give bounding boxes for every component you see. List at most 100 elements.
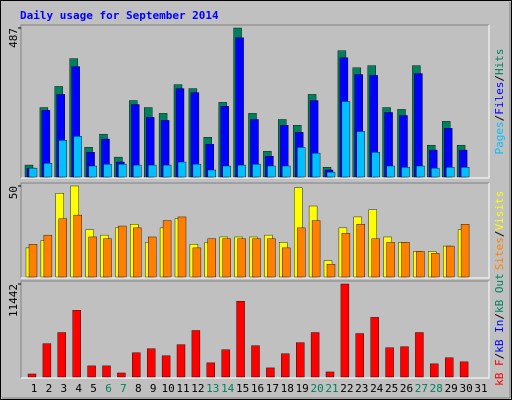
bar	[102, 365, 111, 378]
x-tick-label: 3	[60, 382, 67, 395]
bar	[118, 163, 127, 178]
bar	[281, 353, 290, 378]
bar	[236, 300, 245, 378]
bar	[221, 349, 230, 378]
bar	[415, 332, 424, 378]
bar	[267, 238, 276, 278]
x-tick-label: 28	[430, 382, 443, 395]
bar	[326, 264, 336, 278]
bar	[28, 167, 38, 178]
x-tick-label: 19	[296, 382, 309, 395]
bar	[401, 167, 410, 178]
x-tick-label: 25	[385, 382, 398, 395]
bar	[88, 165, 97, 178]
legend-entry: kB Out	[493, 273, 506, 313]
x-tick-label: 5	[90, 382, 97, 395]
legend-entry: Pages	[493, 121, 506, 154]
bar	[252, 238, 261, 278]
legend-separator: /	[493, 115, 506, 122]
x-tick-label: 22	[340, 382, 353, 395]
bar	[133, 227, 142, 278]
bar	[386, 165, 395, 178]
x-tick-label: 6	[105, 382, 112, 395]
bar	[311, 152, 321, 178]
bar	[57, 332, 66, 378]
x-tick-label: 17	[266, 382, 279, 395]
x-tick-label: 18	[281, 382, 294, 395]
x-tick-label: 27	[415, 382, 428, 395]
bar	[341, 233, 351, 278]
x-tick-label: 24	[370, 382, 384, 395]
bar	[431, 253, 440, 278]
bar	[235, 37, 244, 178]
bar	[42, 343, 52, 378]
bar	[43, 234, 53, 278]
bar	[147, 164, 157, 178]
legend-entry: kB F	[493, 359, 506, 386]
bar	[311, 220, 321, 278]
y-tick-label: 11442	[7, 284, 20, 317]
legend: Sites/Visits	[493, 191, 506, 271]
bar	[58, 140, 67, 178]
bar	[117, 372, 126, 378]
bar	[385, 347, 394, 378]
x-tick-label: 26	[400, 382, 413, 395]
bar	[310, 332, 320, 378]
bar	[446, 245, 455, 278]
bar	[431, 167, 440, 178]
x-tick-label: 11	[176, 382, 189, 395]
bar	[296, 342, 305, 378]
bar	[282, 247, 291, 278]
panel-border	[21, 281, 490, 379]
bar	[355, 333, 364, 378]
x-tick-label: 30	[459, 382, 472, 395]
bar	[222, 165, 231, 178]
bar	[356, 224, 365, 278]
bar	[73, 136, 82, 178]
bar	[207, 238, 217, 278]
bar	[72, 310, 81, 378]
x-tick-label: 2	[46, 382, 53, 395]
bar	[251, 345, 260, 378]
legend-entry: Files	[493, 82, 506, 115]
x-tick-label: 1	[31, 382, 38, 395]
bar	[445, 357, 454, 378]
bar	[58, 218, 67, 278]
bar	[326, 171, 336, 178]
bar	[27, 373, 37, 378]
bar	[282, 165, 291, 178]
bar	[162, 164, 172, 178]
panel-border	[21, 183, 490, 279]
bar	[192, 247, 202, 278]
legend-entry: Hits	[493, 49, 506, 76]
panel-border	[20, 280, 489, 378]
x-tick-label: 8	[135, 382, 142, 395]
y-tick-label: 50	[7, 186, 20, 199]
bar	[401, 242, 410, 278]
bar	[414, 73, 423, 178]
x-tick-label: 16	[251, 382, 264, 395]
y-tick-label: 487	[7, 28, 20, 48]
x-tick-label: 7	[120, 382, 127, 395]
x-tick-label: 15	[236, 382, 249, 395]
x-tick-label: 23	[355, 382, 368, 395]
bar	[400, 346, 409, 378]
bar	[237, 238, 246, 278]
x-tick-label: 4	[75, 382, 82, 395]
bar	[459, 361, 469, 378]
bar	[103, 238, 112, 278]
bar	[176, 344, 186, 378]
bar	[416, 251, 425, 278]
x-tick-label: 21	[325, 382, 338, 395]
bar	[43, 163, 53, 178]
bar	[237, 164, 246, 178]
bar	[222, 238, 231, 278]
bar	[370, 317, 379, 378]
bar	[416, 165, 425, 178]
bar	[267, 165, 276, 178]
bar	[118, 225, 127, 278]
bar	[297, 147, 306, 178]
legend: Pages/Files/Hits	[493, 49, 506, 155]
legend-separator: /	[493, 313, 506, 320]
bar	[371, 152, 380, 178]
